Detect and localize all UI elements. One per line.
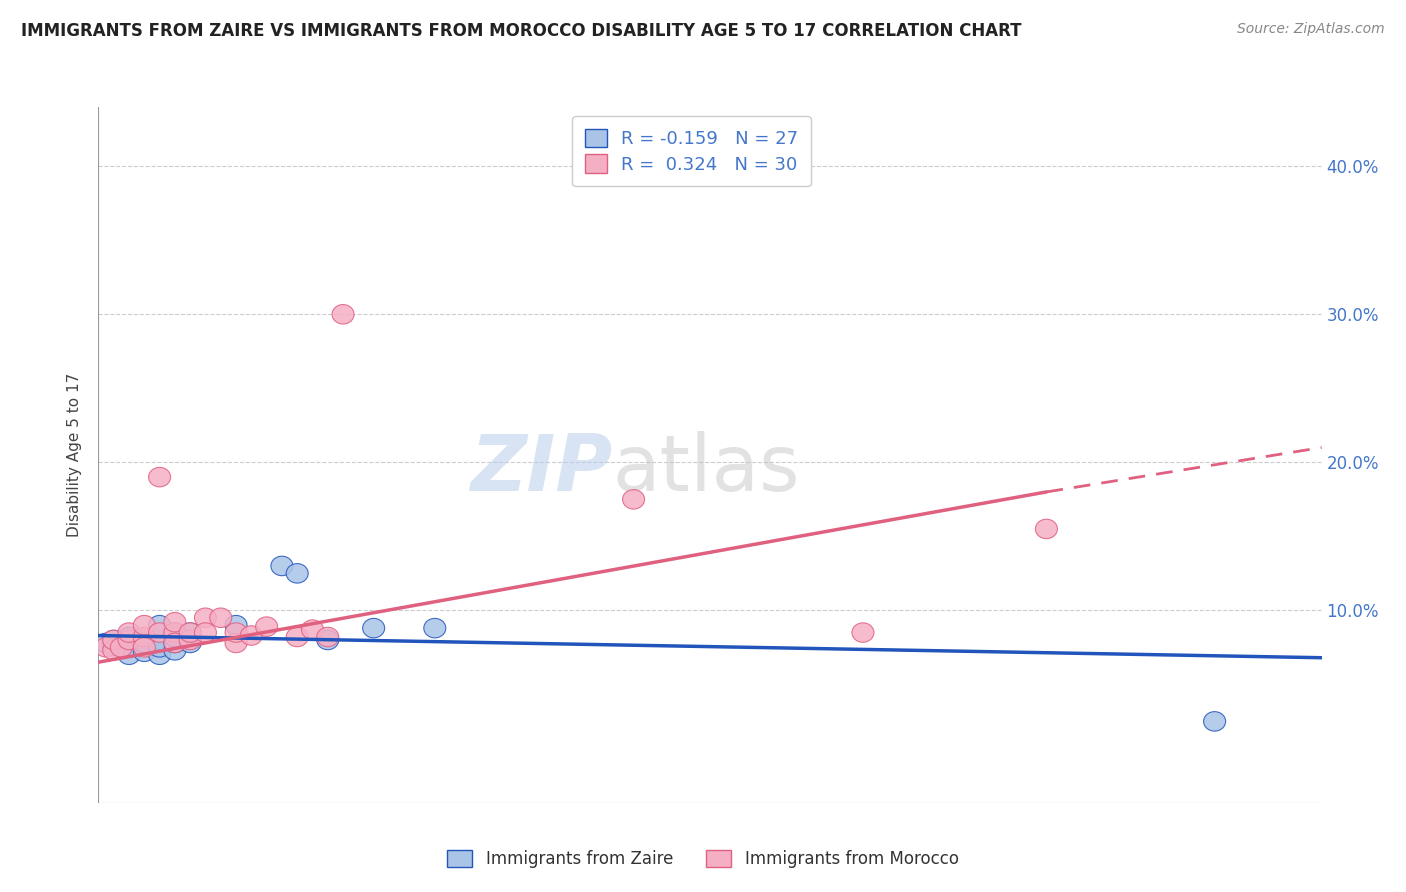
Ellipse shape — [1204, 712, 1226, 731]
Text: ZIP: ZIP — [470, 431, 612, 507]
Ellipse shape — [118, 623, 141, 642]
Ellipse shape — [165, 640, 186, 660]
Ellipse shape — [165, 633, 186, 653]
Ellipse shape — [149, 645, 170, 665]
Text: atlas: atlas — [612, 431, 800, 507]
Ellipse shape — [165, 613, 186, 632]
Legend: Immigrants from Zaire, Immigrants from Morocco: Immigrants from Zaire, Immigrants from M… — [440, 843, 966, 875]
Ellipse shape — [103, 631, 125, 649]
Text: Source: ZipAtlas.com: Source: ZipAtlas.com — [1237, 22, 1385, 37]
Ellipse shape — [423, 618, 446, 638]
Ellipse shape — [287, 627, 308, 647]
Ellipse shape — [110, 638, 132, 657]
Ellipse shape — [134, 638, 155, 657]
Ellipse shape — [149, 467, 170, 487]
Ellipse shape — [96, 638, 117, 657]
Ellipse shape — [134, 627, 155, 647]
Ellipse shape — [149, 638, 170, 657]
Ellipse shape — [165, 623, 186, 642]
Ellipse shape — [165, 623, 186, 642]
Y-axis label: Disability Age 5 to 17: Disability Age 5 to 17 — [67, 373, 83, 537]
Ellipse shape — [363, 618, 385, 638]
Ellipse shape — [256, 617, 277, 636]
Ellipse shape — [852, 623, 875, 642]
Ellipse shape — [179, 633, 201, 653]
Ellipse shape — [134, 615, 155, 635]
Ellipse shape — [149, 623, 170, 642]
Ellipse shape — [225, 623, 247, 642]
Ellipse shape — [623, 490, 644, 509]
Ellipse shape — [134, 636, 155, 656]
Ellipse shape — [96, 633, 117, 653]
Ellipse shape — [118, 645, 141, 665]
Ellipse shape — [271, 557, 292, 575]
Ellipse shape — [149, 631, 170, 649]
Ellipse shape — [103, 636, 125, 656]
Ellipse shape — [134, 642, 155, 662]
Ellipse shape — [316, 627, 339, 647]
Ellipse shape — [179, 631, 201, 649]
Legend: R = -0.159   N = 27, R =  0.324   N = 30: R = -0.159 N = 27, R = 0.324 N = 30 — [572, 116, 811, 186]
Ellipse shape — [165, 633, 186, 653]
Ellipse shape — [149, 615, 170, 635]
Ellipse shape — [225, 633, 247, 653]
Ellipse shape — [194, 623, 217, 642]
Ellipse shape — [103, 640, 125, 660]
Ellipse shape — [118, 631, 141, 649]
Ellipse shape — [301, 620, 323, 640]
Ellipse shape — [103, 631, 125, 649]
Ellipse shape — [134, 633, 155, 653]
Text: IMMIGRANTS FROM ZAIRE VS IMMIGRANTS FROM MOROCCO DISABILITY AGE 5 TO 17 CORRELAT: IMMIGRANTS FROM ZAIRE VS IMMIGRANTS FROM… — [21, 22, 1022, 40]
Ellipse shape — [118, 627, 141, 647]
Ellipse shape — [332, 304, 354, 324]
Ellipse shape — [225, 615, 247, 635]
Ellipse shape — [179, 623, 201, 642]
Ellipse shape — [316, 631, 339, 649]
Ellipse shape — [1035, 519, 1057, 539]
Ellipse shape — [287, 564, 308, 583]
Ellipse shape — [179, 623, 201, 642]
Ellipse shape — [165, 627, 186, 647]
Ellipse shape — [194, 608, 217, 627]
Ellipse shape — [240, 626, 263, 645]
Ellipse shape — [209, 608, 232, 627]
Ellipse shape — [110, 638, 132, 657]
Ellipse shape — [125, 631, 148, 649]
